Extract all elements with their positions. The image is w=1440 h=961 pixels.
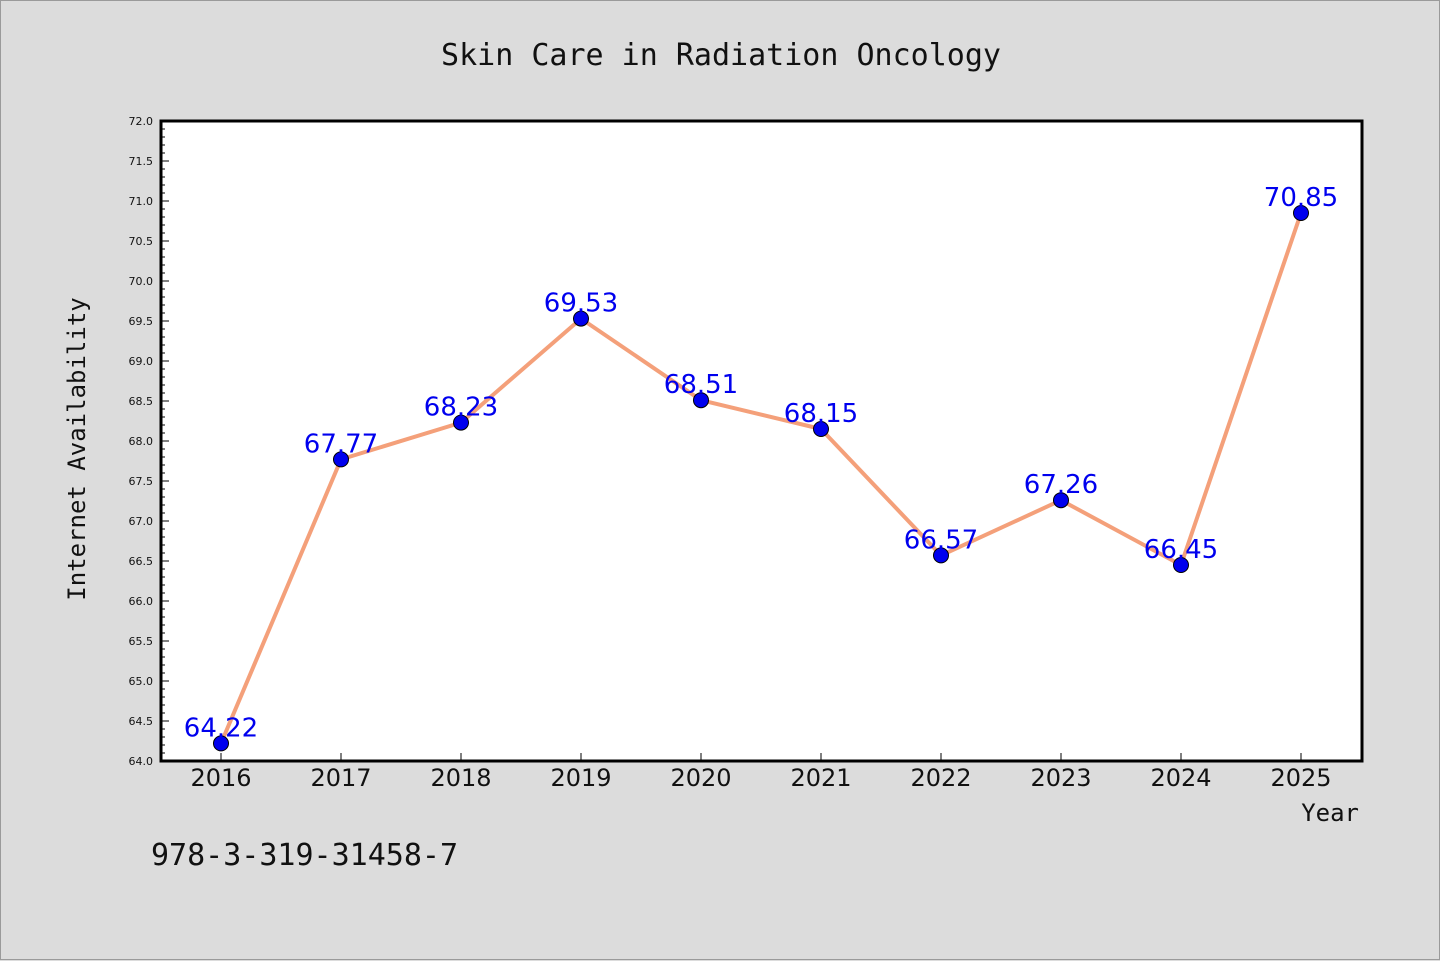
- series: 64.22 67.77 68.23 69.53 68.51 68.15 66.57 67.26…: [184, 183, 1338, 752]
- y-axis-label: Internet Availability: [63, 297, 91, 600]
- x-tick-label: 2020: [670, 764, 731, 792]
- x-tick-label: 2017: [310, 764, 371, 792]
- series-line: [219, 212, 1303, 745]
- x-tick-label: 2022: [910, 764, 971, 792]
- x-tick-label: 2016: [190, 764, 251, 792]
- data-point: [693, 392, 709, 409]
- y-tick-label: 69.0: [129, 355, 154, 368]
- data-label: 68.23: [424, 393, 498, 423]
- y-tick-label: 66.0: [129, 595, 154, 608]
- data-point: [573, 310, 589, 327]
- data-label: 68.51: [664, 370, 738, 400]
- data-label: 67.26: [1024, 470, 1098, 500]
- y-tick-label: 67.0: [129, 515, 154, 528]
- data-point: [333, 451, 349, 468]
- x-tick-label: 2023: [1030, 764, 1091, 792]
- x-tick-label: 2025: [1270, 764, 1331, 792]
- y-tick-label: 71.0: [129, 195, 154, 208]
- x-tick-label: 2021: [790, 764, 851, 792]
- x-axis-label: Year: [1301, 799, 1359, 827]
- data-point: [1173, 557, 1189, 573]
- data-point: [933, 547, 949, 564]
- chart-title: Skin Care in Radiation Oncology: [441, 38, 1001, 73]
- data-label: 67.77: [304, 429, 378, 459]
- y-tick-label: 64.0: [129, 755, 154, 768]
- data-point: [453, 414, 469, 431]
- data-label: 64.22: [184, 713, 258, 743]
- footer-isbn: 978-3-319-31458-7: [151, 838, 458, 873]
- y-tick-label: 70.0: [129, 275, 154, 288]
- y-tick-label: 68.5: [129, 395, 154, 408]
- data-label: 66.45: [1144, 535, 1218, 565]
- data-label: 69.53: [544, 289, 618, 319]
- x-tick-label: 2024: [1150, 764, 1211, 792]
- data-label: 70.85: [1264, 183, 1338, 213]
- y-tick-label: 68.0: [129, 435, 154, 448]
- data-point: [813, 421, 829, 437]
- y-tick-label: 65.5: [129, 635, 154, 648]
- y-tick-label: 71.5: [129, 155, 154, 168]
- y-tick-label: 66.5: [129, 555, 154, 568]
- y-tick-label: 67.5: [129, 475, 154, 488]
- y-tick-label: 72.0: [129, 115, 154, 128]
- data-point: [1053, 492, 1069, 509]
- data-label: 68.15: [784, 399, 858, 429]
- y-tick-label: 65.0: [129, 675, 154, 688]
- x-tick-label: 2018: [430, 764, 491, 792]
- data-label: 66.57: [904, 525, 978, 555]
- plot-area: [159, 119, 1364, 763]
- x-tick-label: 2019: [550, 764, 611, 792]
- y-tick-label: 70.5: [129, 235, 154, 248]
- y-tick-label: 69.5: [129, 315, 154, 328]
- y-tick-label: 64.5: [129, 715, 154, 728]
- data-point: [213, 735, 229, 752]
- data-point: [1293, 205, 1309, 221]
- axis-ticks: 64.0 64.5 65.0 65.5 66.0 66.5 67.0 67.5 68.0 68.5…: [129, 115, 1332, 792]
